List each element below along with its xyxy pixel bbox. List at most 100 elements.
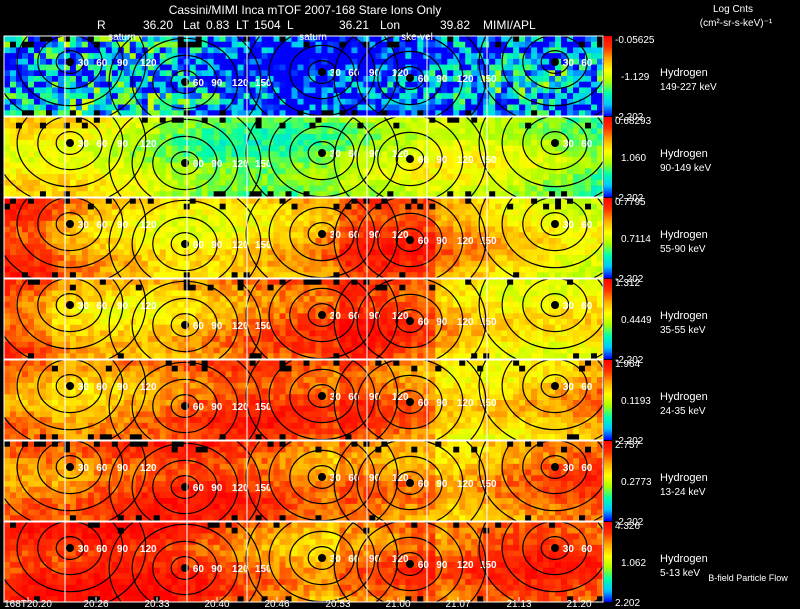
heatmap-cell xyxy=(165,279,173,286)
heatmap-cell xyxy=(381,81,388,88)
heatmap-cell xyxy=(429,128,436,135)
heatmap-cell xyxy=(453,220,460,227)
heatmap-cell xyxy=(153,168,161,175)
heatmap-cell xyxy=(201,145,208,152)
heatmap-cell xyxy=(405,41,412,48)
heatmap-cell xyxy=(507,296,514,303)
heatmap-cell xyxy=(567,70,574,77)
heatmap-cell xyxy=(453,41,460,48)
heatmap-cell xyxy=(303,232,310,239)
heatmap-cell xyxy=(453,260,460,267)
heatmap-cell xyxy=(285,220,292,227)
heatmap-cell xyxy=(375,220,382,227)
heatmap-cell xyxy=(153,162,161,169)
heatmap-cell xyxy=(273,232,280,239)
heatmap-cell xyxy=(93,290,101,297)
heatmap-cell xyxy=(195,185,202,192)
heatmap-cell xyxy=(357,243,364,250)
heatmap-cell xyxy=(255,81,262,88)
heatmap-cell xyxy=(573,215,580,222)
heatmap-cell xyxy=(387,110,394,117)
heatmap-cell xyxy=(87,168,95,175)
heatmap-cell xyxy=(291,64,298,71)
heatmap-cell xyxy=(117,98,125,105)
contour-label: 90 xyxy=(436,236,448,247)
heatmap-cell xyxy=(4,58,11,65)
heatmap-cell xyxy=(585,87,592,94)
heatmap-cell xyxy=(75,215,83,222)
heatmap-cell xyxy=(429,215,436,222)
heatmap-cell xyxy=(465,47,472,54)
heatmap-cell xyxy=(21,168,29,175)
heatmap-cell xyxy=(153,81,161,88)
heatmap-cell xyxy=(171,203,179,210)
contour-line xyxy=(395,65,425,90)
heatmap-cell xyxy=(525,272,532,279)
heatmap-cell xyxy=(297,151,304,158)
heatmap-cell xyxy=(399,134,406,141)
heatmap-cell xyxy=(489,151,496,158)
heatmap-cell xyxy=(291,266,298,273)
heatmap-cell xyxy=(279,81,286,88)
heatmap-cell xyxy=(69,243,77,250)
heatmap-cell xyxy=(549,307,556,314)
heatmap-cell xyxy=(33,162,41,169)
heatmap-cell xyxy=(525,81,532,88)
heatmap-cell xyxy=(279,301,286,308)
heatmap-cell xyxy=(459,110,466,117)
heatmap-cell xyxy=(351,301,358,308)
heatmap-cell xyxy=(147,185,155,192)
heatmap-cell xyxy=(93,220,101,227)
heatmap-cell xyxy=(387,151,394,158)
heatmap-cell xyxy=(435,220,442,227)
heatmap-cell xyxy=(123,284,131,291)
heatmap-cell xyxy=(9,53,17,60)
heatmap-cell xyxy=(591,122,598,129)
heatmap-cell xyxy=(33,290,41,297)
heatmap-cell xyxy=(447,232,454,239)
heatmap-cell xyxy=(201,47,208,54)
heatmap-cell xyxy=(507,185,514,192)
heatmap-cell xyxy=(33,232,41,239)
heatmap-cell xyxy=(549,249,556,256)
heatmap-cell xyxy=(207,151,214,158)
heatmap-cell xyxy=(237,260,244,267)
heatmap-cell xyxy=(333,81,340,88)
heatmap-cell xyxy=(411,203,418,210)
heatmap-cell xyxy=(423,260,430,267)
heatmap-cell xyxy=(495,110,502,117)
heatmap-cell xyxy=(339,145,346,152)
heatmap-cell xyxy=(123,104,131,111)
heatmap-cell xyxy=(93,301,101,308)
heatmap-cell xyxy=(471,98,478,105)
heatmap-cell xyxy=(429,168,436,175)
heatmap-cell xyxy=(33,203,41,210)
heatmap-cell xyxy=(123,290,131,297)
heatmap-cell xyxy=(105,290,113,297)
heatmap-cell xyxy=(51,238,59,245)
heatmap-cell xyxy=(9,249,17,256)
heatmap-cell xyxy=(285,249,292,256)
heatmap-cell xyxy=(159,185,167,192)
heatmap-cell xyxy=(459,249,466,256)
heatmap-cell xyxy=(489,249,496,256)
heatmap-cell xyxy=(321,47,328,54)
heatmap-cell xyxy=(291,249,298,256)
heatmap-cell xyxy=(105,139,113,146)
heatmap-cell xyxy=(9,279,17,286)
heatmap-cell xyxy=(165,41,173,48)
heatmap-cell xyxy=(543,41,550,48)
heatmap-cell xyxy=(111,168,119,175)
heatmap-cell xyxy=(69,226,77,233)
heatmap-cell xyxy=(309,279,316,286)
heatmap-cell xyxy=(267,174,274,181)
heatmap-cell xyxy=(357,64,364,71)
heatmap-cell xyxy=(417,128,424,135)
heatmap-cell xyxy=(507,41,514,48)
heatmap-cell xyxy=(537,185,544,192)
heatmap-cell xyxy=(387,198,394,205)
heatmap-cell xyxy=(327,272,334,279)
heatmap-cell xyxy=(249,47,256,54)
heatmap-cell xyxy=(111,128,119,135)
heatmap-cell xyxy=(369,279,376,286)
